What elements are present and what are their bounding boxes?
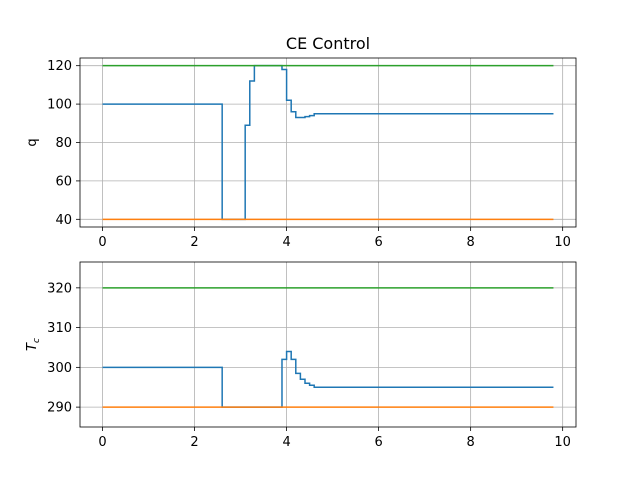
y-tick-label-tc-1: 300	[47, 361, 72, 376]
y-axis-label-tc: Tc	[25, 338, 42, 351]
y-tick-label-q-0: 40	[55, 213, 72, 228]
y-tick-label-q-1: 60	[55, 174, 72, 189]
figure-title: CE Control	[286, 34, 370, 53]
y-tick-label-tc-0: 290	[47, 401, 72, 416]
top-panel-q: 0 2 4 6 8 10 40 60 80 100 120 q	[25, 57, 577, 250]
x-tick-label-tc-3: 6	[374, 435, 382, 450]
y-tick-label-q-3: 100	[47, 98, 72, 113]
y-tick-label-tc-3: 320	[47, 281, 72, 296]
x-tick-label-tc-1: 2	[190, 435, 198, 450]
x-tick-label-q-5: 10	[554, 235, 571, 250]
x-tick-label-q-3: 6	[374, 235, 382, 250]
series-line-tc-0	[102, 350, 554, 408]
y-tick-label-q-4: 120	[47, 59, 72, 74]
x-tick-label-q-0: 0	[98, 235, 106, 250]
axes-frame-tc	[79, 261, 577, 428]
y-tick-label-tc-2: 310	[47, 321, 72, 336]
y-tick-label-q-2: 80	[55, 136, 72, 151]
x-tick-label-q-4: 8	[466, 235, 474, 250]
x-tick-label-q-2: 4	[282, 235, 290, 250]
x-tick-label-tc-0: 0	[98, 435, 106, 450]
series-line-q-0	[102, 64, 554, 221]
x-tick-label-tc-2: 4	[282, 435, 290, 450]
x-tick-label-tc-4: 8	[466, 435, 474, 450]
bottom-panel-tc: 0 2 4 6 8 10 290 300 310 320 Tc	[25, 261, 577, 450]
x-tick-label-tc-5: 10	[554, 435, 571, 450]
y-axis-label-q: q	[25, 138, 40, 146]
x-tick-label-q-1: 2	[190, 235, 198, 250]
